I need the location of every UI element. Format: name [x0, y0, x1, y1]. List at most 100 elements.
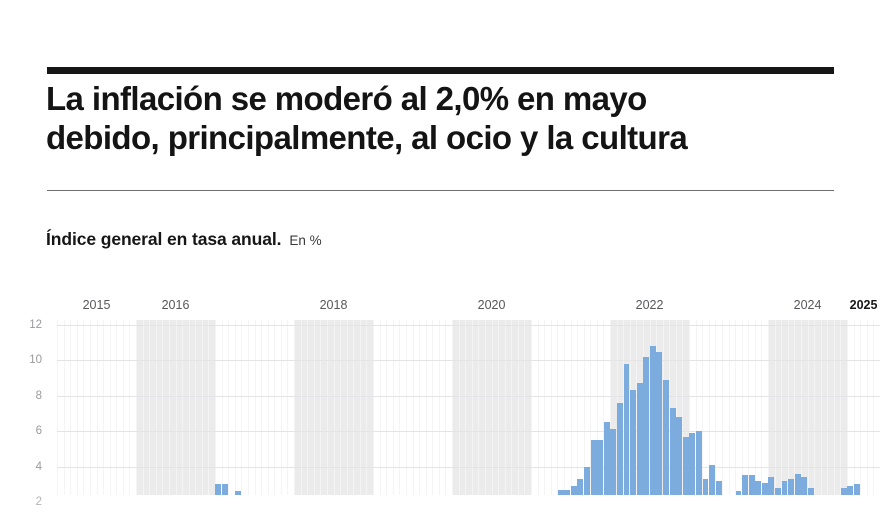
vertical-gridline: [169, 320, 170, 495]
y-axis-tick-label: 6: [36, 425, 42, 437]
vertical-gridline: [577, 320, 578, 495]
vertical-gridline: [156, 320, 157, 495]
bar: [736, 491, 742, 495]
vertical-gridline: [518, 320, 519, 495]
vertical-gridline: [413, 320, 414, 495]
vertical-gridline: [729, 320, 730, 495]
vertical-gridline: [360, 320, 361, 495]
bar: [624, 364, 630, 495]
vertical-gridline: [821, 320, 822, 495]
bar: [775, 488, 781, 495]
vertical-gridline: [90, 320, 91, 495]
vertical-gridline: [182, 320, 183, 495]
vertical-gridline: [195, 320, 196, 495]
vertical-gridline: [294, 320, 295, 495]
bar: [841, 488, 847, 495]
bar: [617, 403, 623, 495]
vertical-gridline: [83, 320, 84, 495]
vertical-gridline: [327, 320, 328, 495]
vertical-gridline: [176, 320, 177, 495]
vertical-gridline: [340, 320, 341, 495]
vertical-gridline: [788, 320, 789, 495]
y-axis-tick-label: 8: [36, 390, 42, 402]
headline-bottom-divider: [47, 190, 834, 191]
bar: [571, 486, 577, 495]
bar: [683, 437, 689, 496]
vertical-gridline: [801, 320, 802, 495]
vertical-gridline: [742, 320, 743, 495]
vertical-gridline: [143, 320, 144, 495]
horizontal-gridline: [57, 325, 880, 326]
vertical-gridline: [136, 320, 137, 495]
vertical-gridline: [439, 320, 440, 495]
headline-line-1: La inflación se moderó al 2,0% en mayo: [46, 79, 846, 118]
horizontal-gridline: [57, 396, 880, 397]
vertical-gridline: [202, 320, 203, 495]
vertical-gridline: [103, 320, 104, 495]
vertical-gridline: [551, 320, 552, 495]
chart-subtitle: Índice general en tasa anual.En %: [46, 229, 322, 250]
vertical-gridline: [123, 320, 124, 495]
vertical-gridline: [847, 320, 848, 495]
y-axis-tick-label: 10: [29, 354, 42, 366]
vertical-gridline: [255, 320, 256, 495]
vertical-gridline: [373, 320, 374, 495]
bar: [854, 484, 860, 495]
vertical-gridline: [366, 320, 367, 495]
bar: [676, 417, 682, 495]
chart-plot-area: [57, 320, 880, 495]
vertical-gridline: [241, 320, 242, 495]
bar: [637, 383, 643, 495]
vertical-gridline: [393, 320, 394, 495]
vertical-gridline: [268, 320, 269, 495]
vertical-gridline: [261, 320, 262, 495]
vertical-gridline: [531, 320, 532, 495]
vertical-gridline: [222, 320, 223, 495]
vertical-gridline: [544, 320, 545, 495]
vertical-gridline: [314, 320, 315, 495]
headline-line-2: debido, principalmente, al ocio y la cul…: [46, 118, 846, 157]
vertical-gridline: [208, 320, 209, 495]
bar: [597, 440, 603, 495]
vertical-gridline: [485, 320, 486, 495]
vertical-gridline: [334, 320, 335, 495]
vertical-gridline: [301, 320, 302, 495]
x-axis-year-label: 2020: [478, 298, 506, 312]
vertical-gridline: [215, 320, 216, 495]
vertical-gridline: [722, 320, 723, 495]
vertical-gridline: [228, 320, 229, 495]
bar: [650, 346, 656, 495]
vertical-gridline: [478, 320, 479, 495]
bar: [670, 408, 676, 495]
x-axis-year-label: 2022: [636, 298, 664, 312]
bar: [795, 474, 801, 495]
vertical-gridline: [748, 320, 749, 495]
vertical-gridline: [867, 320, 868, 495]
bar: [847, 486, 853, 495]
vertical-gridline: [432, 320, 433, 495]
vertical-gridline: [406, 320, 407, 495]
vertical-gridline: [70, 320, 71, 495]
vertical-gridline: [419, 320, 420, 495]
vertical-gridline: [287, 320, 288, 495]
bar: [716, 481, 722, 495]
x-axis-year-label: 2025: [850, 298, 878, 312]
vertical-gridline: [761, 320, 762, 495]
subtitle-unit-text: En %: [289, 233, 321, 248]
bar: [696, 431, 702, 495]
vertical-gridline: [492, 320, 493, 495]
vertical-gridline: [320, 320, 321, 495]
vertical-gridline: [538, 320, 539, 495]
vertical-gridline: [386, 320, 387, 495]
vertical-gridline: [781, 320, 782, 495]
vertical-gridline: [854, 320, 855, 495]
vertical-gridline: [873, 320, 874, 495]
vertical-gridline: [149, 320, 150, 495]
top-rule-divider: [47, 67, 834, 74]
vertical-gridline: [426, 320, 427, 495]
vertical-gridline: [129, 320, 130, 495]
vertical-gridline: [505, 320, 506, 495]
vertical-gridline: [735, 320, 736, 495]
